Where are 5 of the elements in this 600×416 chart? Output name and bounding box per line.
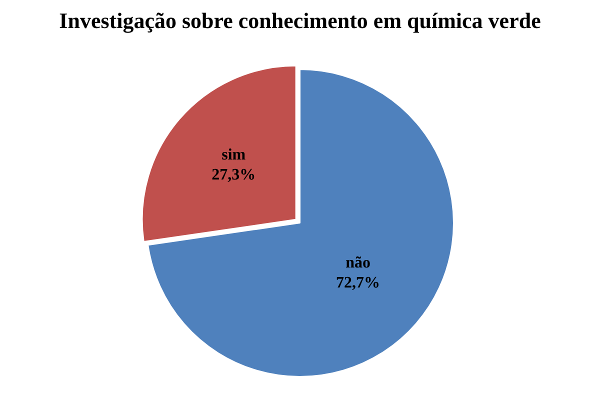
chart-title: Investigação sobre conhecimento em química verde (58, 8, 542, 35)
slice-label: sim (222, 146, 246, 164)
slice-label: não (346, 254, 370, 272)
data-label: 72,7% (336, 274, 380, 292)
data-label: 27,3% (212, 166, 256, 184)
